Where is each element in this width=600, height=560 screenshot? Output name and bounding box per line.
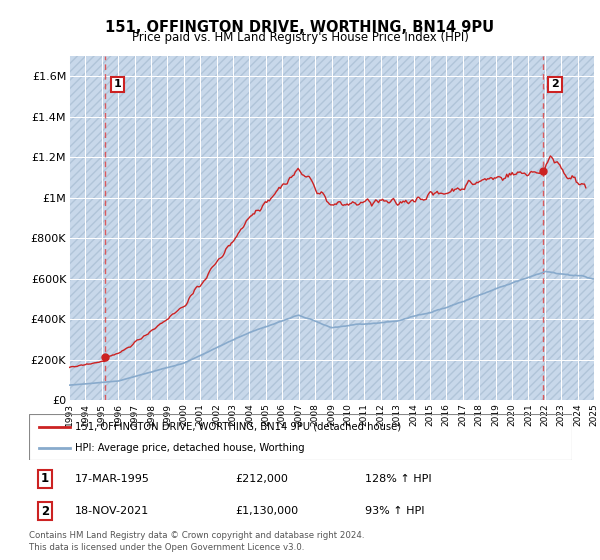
Text: 2: 2 bbox=[551, 80, 559, 90]
Text: 151, OFFINGTON DRIVE, WORTHING, BN14 9PU (detached house): 151, OFFINGTON DRIVE, WORTHING, BN14 9PU… bbox=[75, 422, 401, 432]
Text: 1: 1 bbox=[41, 472, 49, 485]
Text: Contains HM Land Registry data © Crown copyright and database right 2024.
This d: Contains HM Land Registry data © Crown c… bbox=[29, 531, 364, 552]
Text: £1,130,000: £1,130,000 bbox=[235, 506, 298, 516]
Text: 151, OFFINGTON DRIVE, WORTHING, BN14 9PU: 151, OFFINGTON DRIVE, WORTHING, BN14 9PU bbox=[106, 20, 494, 35]
Text: Price paid vs. HM Land Registry's House Price Index (HPI): Price paid vs. HM Land Registry's House … bbox=[131, 31, 469, 44]
Text: 1: 1 bbox=[113, 80, 121, 90]
Text: £212,000: £212,000 bbox=[235, 474, 288, 484]
Text: 17-MAR-1995: 17-MAR-1995 bbox=[75, 474, 150, 484]
Text: 2: 2 bbox=[41, 505, 49, 518]
Text: 93% ↑ HPI: 93% ↑ HPI bbox=[365, 506, 425, 516]
Text: 18-NOV-2021: 18-NOV-2021 bbox=[75, 506, 149, 516]
Text: 128% ↑ HPI: 128% ↑ HPI bbox=[365, 474, 432, 484]
Text: HPI: Average price, detached house, Worthing: HPI: Average price, detached house, Wort… bbox=[75, 443, 305, 453]
